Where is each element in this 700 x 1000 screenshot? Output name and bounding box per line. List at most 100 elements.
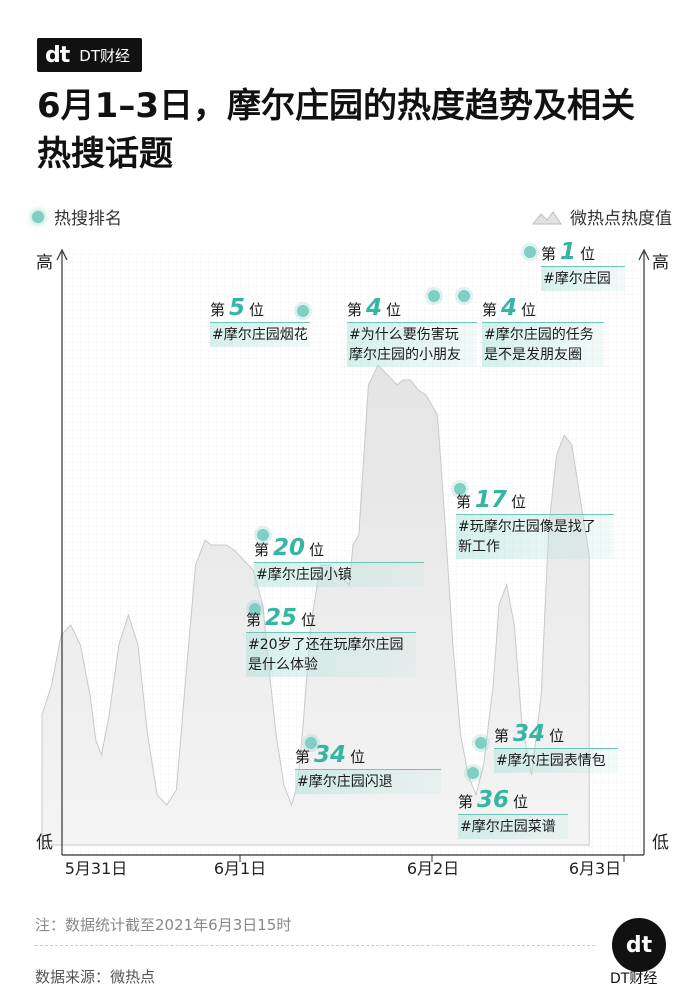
rank-point [524, 246, 536, 258]
rank-line: 第 34 位 [494, 721, 618, 747]
y-high-left: 高 [36, 253, 53, 273]
rank-number: 1 [560, 239, 577, 265]
rank-prefix: 第 [210, 301, 226, 319]
rank-annotation: 第 36 位 #摩尔庄园菜谱 [458, 787, 568, 839]
x-tick-label: 6月1日 [214, 859, 266, 878]
rank-point [305, 737, 317, 749]
rank-point-glow [464, 764, 482, 782]
rank-annotation: 第 25 位 #20岁了还在玩摩尔庄园 是什么体验 [246, 605, 416, 677]
topic-text: #摩尔庄园闪退 [297, 774, 393, 790]
rank-point [249, 603, 261, 615]
topic-text: #20岁了还在玩摩尔庄园 [248, 637, 404, 653]
rank-point-glow [425, 287, 443, 305]
rank-line: 第 36 位 [458, 787, 568, 813]
rank-suffix: 位 [301, 611, 317, 629]
rank-prefix: 第 [482, 301, 498, 319]
topic-text: 是不是发朋友圈 [484, 347, 582, 363]
y-low-left: 低 [36, 833, 53, 853]
rank-point-glow [455, 287, 473, 305]
topic-box: #20岁了还在玩摩尔庄园 是什么体验 [246, 632, 416, 677]
rank-suffix: 位 [350, 748, 366, 766]
y-axis-left-arrow [56, 248, 68, 261]
rank-point [297, 305, 309, 317]
rank-annotation: 第 1 位 #摩尔庄园 [541, 239, 625, 291]
rank-annotation: 第 34 位 #摩尔庄园表情包 [494, 721, 618, 773]
rank-prefix: 第 [494, 727, 510, 745]
rank-number: 25 [265, 605, 298, 631]
legend-heat: 微热点热度值 [532, 204, 672, 229]
footer-divider [35, 945, 595, 946]
rank-point [257, 529, 269, 541]
topic-text: #摩尔庄园的任务 [484, 327, 594, 343]
topic-box: #为什么要伤害玩 摩尔庄园的小朋友 [347, 322, 477, 367]
x-axis-ticks: 5月31日 6月1日 6月2日 6月3日 [65, 855, 625, 878]
rank-point-glow [472, 734, 490, 752]
rank-annotation: 第 20 位 #摩尔庄园小镇 [254, 535, 424, 587]
rank-prefix: 第 [295, 748, 311, 766]
y-axis-right-arrow [638, 248, 650, 261]
topic-text: #摩尔庄园小镇 [256, 567, 352, 583]
rank-prefix: 第 [456, 493, 472, 511]
brand-name: DT财经 [79, 46, 130, 65]
legend-rank: 热搜排名 [32, 204, 122, 229]
corner-dt-logo-icon: dt [612, 918, 666, 972]
rank-point-glow [294, 302, 312, 320]
rank-suffix: 位 [386, 301, 402, 319]
chart-title: 6月1–3日，摩尔庄园的热度趋势及相关热搜话题 [37, 86, 635, 174]
rank-annotation: 第 34 位 #摩尔庄园闪退 [295, 742, 441, 794]
y-low-right: 低 [652, 833, 669, 853]
topic-box: #摩尔庄园 [541, 266, 625, 291]
rank-annotation: 第 4 位 #摩尔庄园的任务 是不是发朋友圈 [482, 295, 604, 367]
topic-text: #摩尔庄园烟花 [212, 327, 308, 343]
corner-brand-name: DT财经 [610, 971, 658, 987]
rank-prefix: 第 [246, 611, 262, 629]
topic-box: #摩尔庄园闪退 [295, 769, 441, 794]
topic-text: 摩尔庄园的小朋友 [349, 347, 461, 363]
topic-box: #玩摩尔庄园像是找了 新工作 [456, 514, 614, 559]
rank-dot-icon [32, 210, 44, 223]
topic-text: #摩尔庄园菜谱 [460, 819, 556, 835]
legend-rank-label: 热搜排名 [54, 209, 122, 229]
rank-number: 36 [477, 787, 510, 813]
topic-text: #摩尔庄园表情包 [496, 753, 606, 769]
rank-suffix: 位 [511, 493, 527, 511]
y-high-right: 高 [652, 253, 669, 273]
topic-text: #玩摩尔庄园像是找了 [458, 519, 596, 535]
brand-badge: dt DT财经 [37, 38, 142, 72]
rank-suffix: 位 [513, 793, 529, 811]
dt-logo-icon: dt [45, 42, 70, 68]
topic-text: #摩尔庄园 [543, 271, 611, 287]
data-source: 数据来源：微热点 [35, 968, 156, 986]
rank-number: 20 [273, 535, 306, 561]
topic-box: #摩尔庄园的任务 是不是发朋友圈 [482, 322, 604, 367]
rank-point-glow [451, 480, 469, 498]
rank-prefix: 第 [458, 793, 474, 811]
rank-suffix: 位 [249, 301, 265, 319]
rank-number: 4 [366, 295, 383, 321]
rank-line: 第 25 位 [246, 605, 416, 631]
mountain-icon [532, 210, 562, 224]
rank-suffix: 位 [521, 301, 537, 319]
topic-box: #摩尔庄园小镇 [254, 562, 424, 587]
rank-number: 34 [513, 721, 546, 747]
rank-point [454, 483, 466, 495]
x-tick-label: 6月2日 [407, 859, 459, 878]
rank-number: 4 [501, 295, 518, 321]
topic-text: 是什么体验 [248, 657, 318, 673]
rank-annotation: 第 17 位 #玩摩尔庄园像是找了 新工作 [456, 489, 614, 559]
rank-prefix: 第 [347, 301, 363, 319]
rank-point [475, 737, 487, 749]
x-tick-label: 6月3日 [569, 859, 621, 878]
rank-number: 34 [314, 742, 347, 768]
rank-line: 第 20 位 [254, 535, 424, 561]
rank-points [246, 243, 539, 782]
rank-point-glow [246, 600, 264, 618]
rank-point-glow [254, 526, 272, 544]
topic-text: 新工作 [458, 539, 500, 555]
topic-box: #摩尔庄园烟花 [210, 322, 310, 347]
rank-point [428, 290, 440, 302]
rank-point [458, 290, 470, 302]
topic-box: #摩尔庄园菜谱 [458, 814, 568, 839]
